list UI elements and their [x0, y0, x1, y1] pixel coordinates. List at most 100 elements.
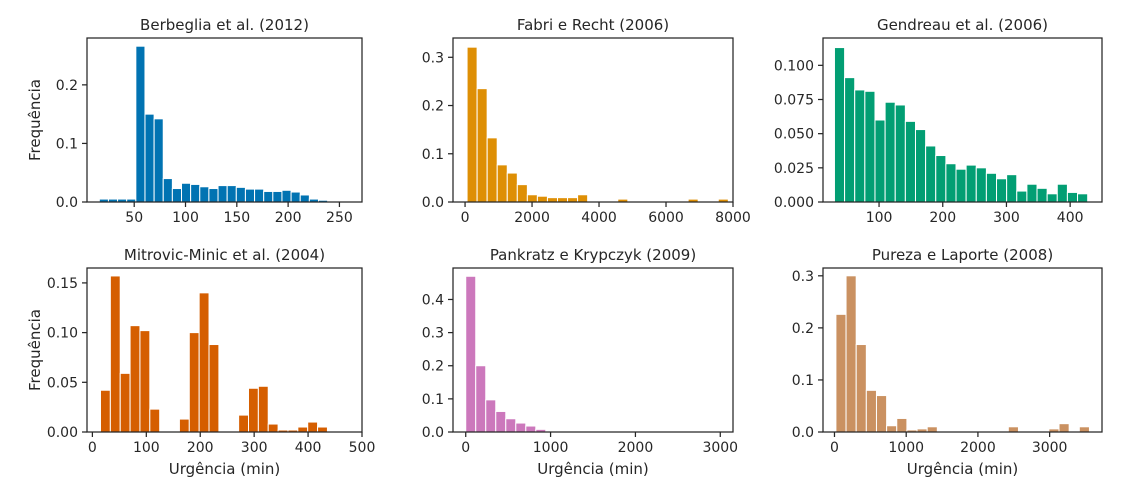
histogram-bar: [119, 372, 131, 433]
y-tick-label: 0.3: [422, 50, 444, 66]
y-tick-label: 0.1: [422, 147, 444, 163]
panel-4: 0 100 200 300 400 500 0.00 0.05 0.10 0.15 Mitrovic…: [26, 246, 375, 478]
y-axis-label: Frequência: [26, 309, 44, 391]
histogram-bar: [254, 188, 265, 203]
chart-title: Pankratz e Krypczyk (2009): [490, 246, 696, 264]
x-tick-label: 250: [326, 210, 353, 226]
histogram-bar: [199, 186, 210, 203]
histogram-bar: [317, 426, 328, 433]
histogram-bar: [1007, 426, 1019, 433]
histogram-bar: [896, 417, 908, 433]
y-tick-label: 0.2: [56, 78, 78, 94]
histogram-bar: [475, 365, 487, 433]
x-axis-label: Urgência (min): [907, 460, 1019, 478]
histogram-bar: [144, 113, 155, 203]
histogram-bar: [153, 118, 164, 203]
x-tick-label: 6000: [648, 210, 684, 226]
histogram-bar: [178, 418, 190, 433]
chart-title: Pureza e Laporte (2008): [872, 246, 1053, 264]
histogram-bar: [290, 191, 301, 203]
histogram-bar: [109, 275, 121, 433]
x-tick-label: 2000: [960, 440, 996, 456]
histogram-bar: [1046, 193, 1058, 203]
histogram-bar: [1058, 423, 1070, 433]
x-tick-label: 0: [461, 210, 470, 226]
histogram-bar: [208, 188, 219, 203]
histogram-bar: [577, 194, 589, 203]
y-tick-label: 0.075: [774, 93, 814, 109]
histogram-bar: [1016, 190, 1028, 203]
x-tick-label: 2000: [618, 440, 654, 456]
histogram-bar: [845, 275, 857, 433]
histogram-bar: [567, 197, 579, 203]
y-axis-label: Frequência: [26, 79, 44, 161]
y-tick-label: 0.050: [774, 127, 814, 143]
axes-frame: [86, 37, 363, 203]
y-tick-label: 0.0: [422, 425, 444, 441]
histogram-bar: [263, 190, 274, 203]
y-tick-label: 0.2: [422, 359, 444, 375]
x-tick-label: 1000: [888, 440, 924, 456]
histogram-bar: [536, 195, 548, 203]
x-tick-label: 0: [461, 440, 470, 456]
histogram-bar: [955, 168, 967, 203]
x-tick-label: 1000: [533, 440, 569, 456]
y-tick-label: 0.0: [792, 425, 814, 441]
histogram-bar: [926, 426, 938, 433]
x-tick-label: 100: [866, 210, 893, 226]
histogram-bar: [525, 425, 537, 433]
histogram-bar: [465, 275, 477, 433]
histogram-bar: [505, 418, 517, 433]
histogram-bar: [217, 185, 228, 203]
y-tick-label: 0.0: [422, 195, 444, 211]
y-tick-label: 0.0: [56, 195, 78, 211]
histogram-bar: [485, 399, 497, 433]
axes-frame: [822, 37, 1103, 203]
histogram-bar: [886, 425, 898, 433]
histogram-bar: [129, 325, 141, 433]
x-tick-label: 3000: [702, 440, 738, 456]
histogram-bar: [190, 183, 201, 203]
histogram-bar: [515, 422, 527, 433]
histogram-bar: [495, 410, 507, 433]
y-tick-label: 0.1: [56, 136, 78, 152]
histogram-bar: [833, 47, 846, 203]
histogram-bar: [99, 389, 111, 433]
histogram-bar: [855, 344, 867, 433]
histogram-bar: [171, 188, 182, 203]
histogram-bar: [257, 385, 269, 433]
histogram-bar: [914, 129, 927, 203]
histogram-bar: [226, 185, 237, 203]
x-axis-label: Urgência (min): [169, 460, 281, 478]
y-tick-label: 0.4: [422, 292, 444, 308]
histogram-bar: [546, 197, 559, 203]
histogram-bar: [267, 423, 279, 433]
histogram-bar: [496, 164, 508, 203]
histogram-bar: [965, 164, 977, 203]
histogram-bar: [945, 163, 957, 203]
panel-3: 100 200 300 400 0.000 0.025 0.050 0.075 0.100 Gen…: [774, 16, 1103, 226]
panel-6: 0 1000 2000 3000 0.0 0.1 0.2 0.3 Pureza e Laport…: [792, 246, 1103, 478]
histogram-bar: [466, 46, 478, 203]
x-tick-label: 300: [241, 440, 268, 456]
x-tick-label: 200: [929, 210, 956, 226]
histogram-bar: [996, 178, 1008, 203]
y-tick-label: 0.025: [774, 161, 814, 177]
histogram-bar: [476, 88, 488, 203]
histogram-bar: [516, 184, 528, 203]
chart-title: Berbeglia et al. (2012): [140, 16, 309, 34]
histogram-bar: [139, 330, 151, 433]
histogram-bar: [1036, 187, 1048, 203]
axes-frame: [452, 37, 734, 203]
histogram-bar: [299, 194, 310, 203]
x-tick-label: 300: [993, 210, 1020, 226]
histogram-bar: [1026, 183, 1038, 203]
y-tick-label: 0.1: [792, 373, 814, 389]
axes-frame: [86, 267, 363, 433]
histogram-bar: [506, 172, 518, 203]
y-tick-label: 0.1: [422, 392, 444, 408]
y-tick-label: 0.10: [47, 326, 78, 342]
histogram-bar: [188, 332, 200, 433]
histogram-bar: [925, 145, 937, 203]
